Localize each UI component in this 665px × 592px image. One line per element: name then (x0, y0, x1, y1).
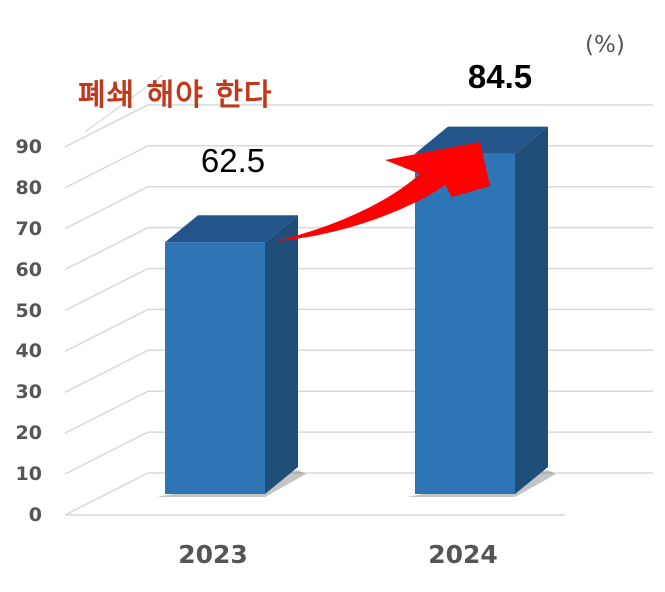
y-tick-label: 20 (15, 422, 42, 445)
y-tick-label: 40 (15, 340, 42, 363)
y-tick-label: 30 (15, 381, 42, 404)
x-tick-label: 2024 (428, 540, 498, 569)
gridline-diagonal (64, 472, 149, 516)
gridline-diagonal (64, 267, 149, 312)
trend-arrow-icon (276, 142, 490, 241)
gridline-diagonal (64, 390, 149, 434)
gridline-diagonal (64, 349, 149, 393)
bar-2023 (165, 242, 265, 494)
y-tick-label: 60 (15, 258, 42, 281)
y-tick-label: 50 (15, 299, 42, 322)
bar-side-2024 (515, 126, 548, 495)
gridline-diagonal (64, 308, 149, 353)
x-tick-label: 2023 (178, 540, 248, 569)
gridline-diagonal (64, 186, 149, 230)
gridline-diagonal (64, 431, 149, 475)
bar-side-2023 (265, 215, 298, 494)
data-label-2023: 62.5 (200, 142, 266, 179)
y-tick-label: 80 (15, 176, 42, 199)
bar-2024 (415, 153, 515, 494)
y-tick-label: 70 (15, 217, 42, 240)
bar-top-2024 (415, 126, 548, 154)
unit-label: (%) (585, 32, 625, 58)
gridline-diagonal (84, 74, 164, 133)
gridline-diagonal (64, 226, 149, 271)
chart-title: 폐쇄 해야 한다 (78, 78, 273, 113)
y-tick-label: 10 (15, 463, 42, 486)
y-tick-label: 90 (15, 135, 42, 158)
bar-top-2023 (165, 215, 298, 243)
y-tick-label: 0 (28, 504, 42, 526)
gridline-diagonal (64, 104, 149, 148)
data-label-2024: 84.5 (467, 58, 533, 95)
gridline-diagonal (64, 145, 149, 189)
